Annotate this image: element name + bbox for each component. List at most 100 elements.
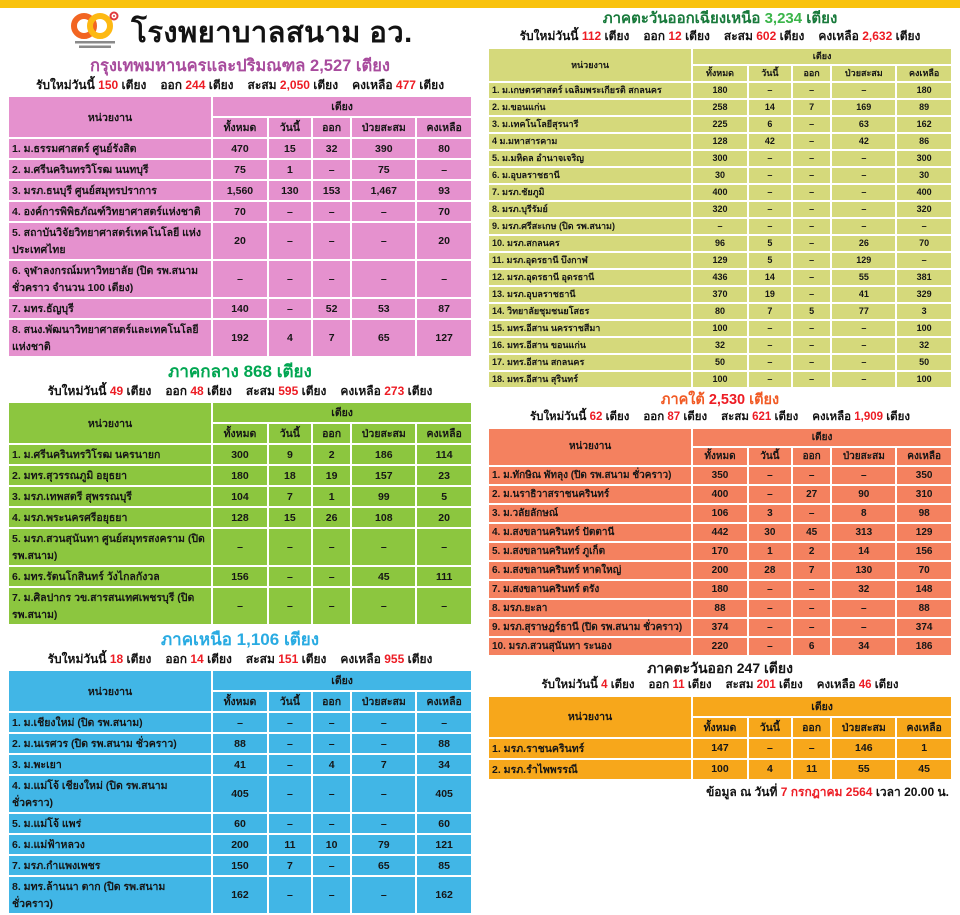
table-row: 7. มรภ.ชัยภูมิ 400– – –400	[486, 182, 953, 202]
region-table-bangkok: หน่วยงาน เตียง ทั้งหมด วันนี้ ออก ป่วยสะสม คง…	[6, 95, 473, 359]
col-header: ออก	[310, 690, 353, 714]
bed-value: –	[746, 182, 793, 202]
table-row: 16. มทร.อีสาน ขอนแก่น 32– – –32	[486, 335, 953, 355]
region-stats-north: รับใหม่วันนี้ 18 เตียง ออก 14 เตียง สะสม 1…	[47, 651, 433, 666]
bed-value: 350	[691, 464, 749, 486]
table-row: 6. ม.อุบลราชธานี 30– – –30	[486, 165, 953, 185]
region-name: กรุงเทพมหานครและปริมณฑล	[89, 57, 306, 75]
bed-value: –	[266, 259, 313, 300]
bed-value: 45	[895, 757, 953, 781]
bed-value: 32	[691, 335, 749, 355]
table-row: 7. มทร.ธัญบุรี 140–52 53 87	[6, 297, 473, 321]
unit-name: 5. มรภ.สวนสุนันทา ศูนย์สมุทรสงคราม (ปิด …	[6, 527, 214, 568]
bed-value: 258	[691, 97, 749, 117]
bed-value: 19	[746, 284, 793, 304]
bed-value: 128	[211, 506, 269, 530]
bed-value: 300	[895, 148, 953, 168]
unit-name: 1. ม.ศรีนครินทรวิโรฒ นครนายก	[6, 443, 214, 467]
bed-value: 381	[895, 267, 953, 287]
bed-value: 186	[350, 443, 418, 467]
data-timestamp: ข้อมูล ณ วันที่ 7 กรกฎาคม 2564 เวลา 20.0…	[706, 784, 949, 799]
region-heading-north: ภาคเหนือ 1,106 เตียง	[7, 630, 473, 650]
bed-value: 80	[691, 301, 749, 321]
bed-value: 121	[415, 833, 473, 857]
table-row: 2. ม.ศรีนครินทรวิโรฒ นนทบุรี 75 1–75–	[6, 158, 473, 182]
bed-value: –	[746, 80, 793, 100]
unit-name: 4. ม.แม่โจ้ เชียงใหม่ (ปิด รพ.สนาม ชั่วค…	[6, 774, 214, 815]
right-column: ภาคตะวันออกเฉียงเหนือ 3,234 เตียง รับใหม…	[480, 8, 960, 799]
region-stats-northeast: รับใหม่วันนี้ 112 เตียง ออก 12 เตียง สะสม …	[519, 29, 921, 43]
bed-value: 11	[790, 757, 833, 781]
unit-name: 7. มทร.ธัญบุรี	[6, 297, 214, 321]
bed-value: 1	[895, 736, 953, 760]
col-header: ป่วยสะสม	[350, 690, 418, 714]
bed-value: 150	[211, 854, 269, 878]
table-row: 6. ม.แม่ฟ้าหลวง 200 11 10 79 121	[6, 833, 473, 857]
page-header: โรงพยาบาลสนาม อว.	[7, 9, 473, 55]
bed-value: 1,467	[350, 179, 418, 203]
table-row: 4 ม.มหาสารคาม 128 42–42 86	[486, 131, 953, 151]
bed-value: 85	[415, 854, 473, 878]
bed-value: 10	[310, 833, 353, 857]
bed-value: 320	[691, 199, 749, 219]
bed-value: 140	[211, 297, 269, 321]
bed-value: 4	[310, 753, 353, 777]
col-header: ออก	[310, 422, 353, 446]
bed-value: 50	[895, 352, 953, 372]
bed-value: –	[790, 233, 833, 253]
bed-value: 60	[211, 812, 269, 836]
bed-value: 9	[266, 443, 313, 467]
bed-value: 104	[211, 485, 269, 509]
bed-value: 350	[895, 464, 953, 486]
region-total: 2,527	[310, 57, 352, 75]
bed-value: 75	[350, 158, 418, 182]
bed-value: –	[211, 586, 269, 627]
col-header: วันนี้	[746, 63, 793, 83]
bed-value: 300	[691, 148, 749, 168]
bed-value: –	[266, 875, 313, 915]
col-header: วันนี้	[266, 116, 313, 140]
unit-name: 6. ม.สงขลานครินทร์ หาดใหญ่	[486, 559, 694, 581]
bed-value: –	[790, 148, 833, 168]
unit-name: 2. ม.นราธิวาสราชนครินทร์	[486, 483, 694, 505]
bed-value: 170	[691, 540, 749, 562]
bed-value: 220	[691, 635, 749, 657]
unit-name: 8. มรภ.บุรีรัมย์	[486, 199, 694, 219]
bed-value: 60	[415, 812, 473, 836]
col-header-unit: หน่วยงาน	[486, 46, 694, 83]
bed-value: 32	[830, 578, 898, 600]
bed-value: 14	[746, 97, 793, 117]
bed-value: –	[790, 335, 833, 355]
bed-value: 65	[350, 854, 418, 878]
bed-value: –	[790, 182, 833, 202]
bed-value: –	[830, 199, 898, 219]
bed-value: 2	[790, 540, 833, 562]
beds-word: เตียง	[283, 630, 320, 650]
bed-value: –	[350, 221, 418, 262]
bed-value: –	[830, 182, 898, 202]
bed-value: 442	[691, 521, 749, 543]
bed-value: 80	[415, 137, 473, 161]
bed-value: –	[350, 586, 418, 627]
bed-value: 405	[415, 774, 473, 815]
bed-value: 156	[211, 565, 269, 589]
bed-value: –	[790, 502, 833, 524]
table-row: 4. มรภ.พระนครศรีอยุธยา 128 15 26 108 20	[6, 506, 473, 530]
col-header: ออก	[790, 63, 833, 83]
unit-name: 1. ม.ธรรมศาสตร์ ศูนย์รังสิต	[6, 137, 214, 161]
table-row: 1. ม.ทักษิณ พัทลุง (ปิด รพ.สนาม ชั่วคราว…	[486, 464, 953, 486]
col-header-unit: หน่วยงาน	[486, 694, 694, 739]
bed-value: –	[350, 200, 418, 224]
table-row: 5. มรภ.สวนสุนันทา ศูนย์สมุทรสงคราม (ปิด …	[6, 527, 473, 568]
bed-value: 28	[746, 559, 793, 581]
unit-name: 6. มทร.รัตนโกสินทร์ วังไกลกังวล	[6, 565, 214, 589]
bed-value: –	[746, 616, 793, 638]
table-row: 15. มทร.อีสาน นครราชสีมา 100– – –100	[486, 318, 953, 338]
bed-value: 1	[746, 540, 793, 562]
bed-value: 55	[830, 267, 898, 287]
bed-value: –	[350, 711, 418, 735]
bed-value: 87	[415, 297, 473, 321]
bed-value: 30	[895, 165, 953, 185]
col-header: ออก	[790, 445, 833, 467]
bed-value: 14	[746, 267, 793, 287]
